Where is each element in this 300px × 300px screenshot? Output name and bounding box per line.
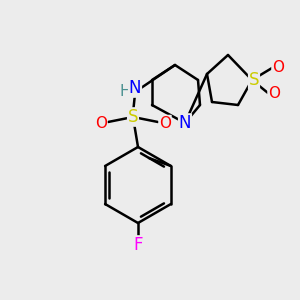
Text: O: O xyxy=(95,116,107,130)
Text: F: F xyxy=(133,236,143,254)
Text: S: S xyxy=(249,71,259,89)
Text: N: N xyxy=(129,79,141,97)
Text: S: S xyxy=(128,108,138,126)
Text: O: O xyxy=(159,116,171,130)
Text: N: N xyxy=(179,114,191,132)
Text: H: H xyxy=(119,85,131,100)
Text: O: O xyxy=(272,61,284,76)
Text: O: O xyxy=(268,85,280,100)
